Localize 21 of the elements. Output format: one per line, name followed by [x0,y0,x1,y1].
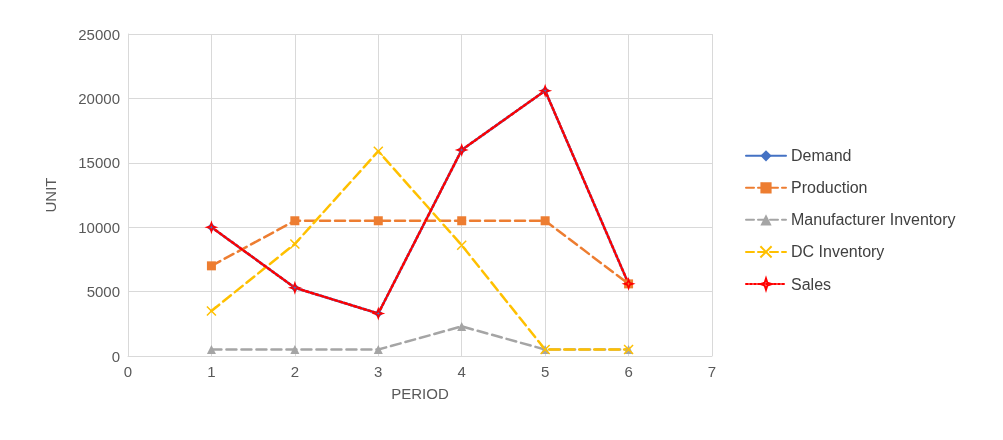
y-tick-label: 10000 [78,218,120,236]
legend-label: Manufacturer Inventory [791,211,956,229]
legend-label: Sales [791,275,832,293]
y-tick-label: 20000 [78,89,120,107]
y-tick-label: 0 [111,347,120,365]
y-axis-title: UNIT [42,177,59,213]
x-tick-label: 7 [707,363,717,380]
x-axis-title: PERIOD [391,385,449,402]
x-tick-label: 6 [624,363,633,380]
x-tick-label: 3 [374,363,383,380]
legend-label: Production [791,179,868,197]
x-tick-label: 1 [207,363,216,380]
legend-label: DC Inventory [791,243,885,261]
y-tick-label: 25000 [78,25,120,43]
y-tick-label: 15000 [78,154,120,172]
x-tick-label: 4 [457,363,466,380]
x-tick-label: 2 [290,363,300,380]
x-tick-label: 0 [123,363,133,380]
legend-label: Demand [791,147,852,165]
y-tick-label: 5000 [86,283,120,301]
x-tick-label: 5 [540,363,550,380]
